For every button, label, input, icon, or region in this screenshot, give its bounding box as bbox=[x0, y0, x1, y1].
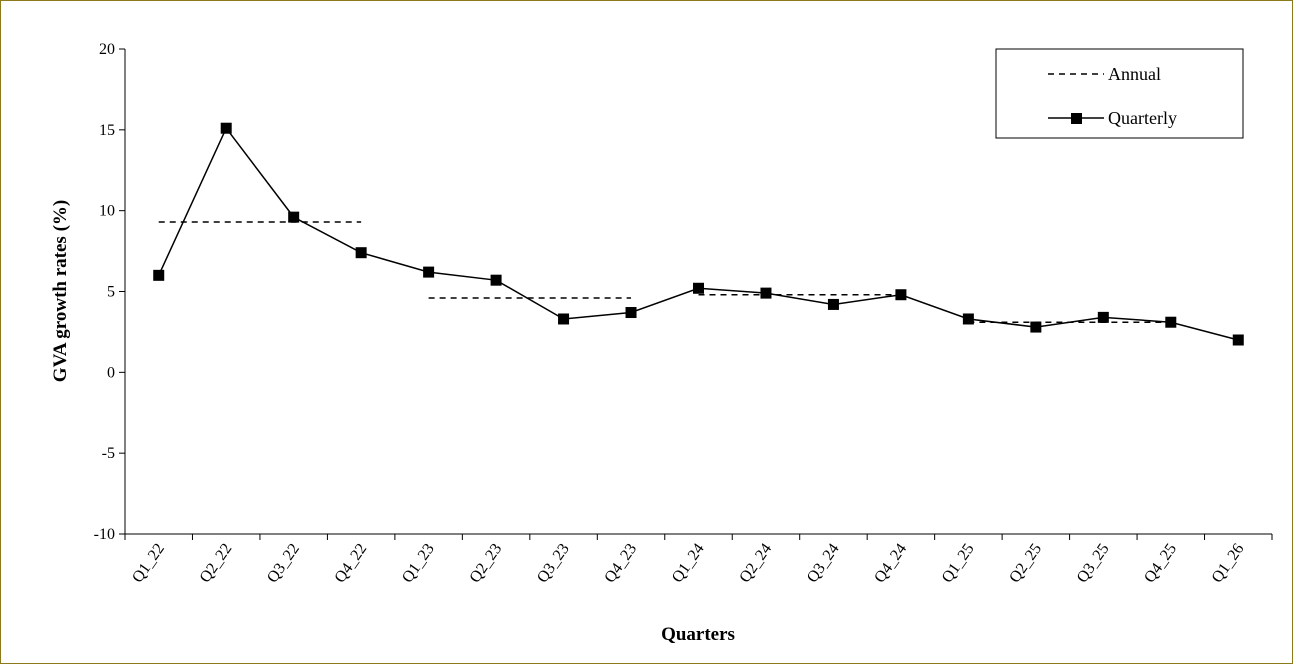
x-tick-label: Q1_24 bbox=[669, 541, 708, 586]
y-tick-label: -5 bbox=[102, 445, 115, 462]
quarterly-point bbox=[490, 274, 502, 286]
quarterly-point bbox=[355, 247, 367, 259]
annual-series bbox=[158, 221, 1171, 323]
y-tick-label: -10 bbox=[94, 526, 115, 543]
quarterly-point bbox=[895, 289, 907, 301]
legend-box bbox=[995, 48, 1244, 139]
y-tick-label: 10 bbox=[99, 203, 115, 220]
quarterly-point bbox=[625, 307, 637, 319]
x-tick-label: Q2_25 bbox=[1006, 541, 1045, 586]
quarterly-point bbox=[423, 266, 435, 278]
quarterly-point bbox=[153, 269, 165, 281]
x-tick-label: Q4_22 bbox=[332, 541, 371, 586]
quarterly-point bbox=[220, 122, 232, 134]
x-tick-label: Q2_23 bbox=[466, 541, 505, 586]
y-axis-title: GVA growth rates (%) bbox=[50, 200, 71, 382]
y-axis-ticks: -10 -5 0 5 10 15 20 bbox=[94, 41, 125, 543]
legend-annual-label: Annual bbox=[1108, 64, 1161, 84]
quarterly-point bbox=[962, 313, 974, 325]
x-tick-label: Q1_26 bbox=[1209, 541, 1248, 586]
x-tick-label: Q1_23 bbox=[399, 541, 438, 586]
legend: Annual Quarterly bbox=[995, 48, 1244, 139]
y-tick-label: 15 bbox=[99, 122, 115, 139]
quarterly-point bbox=[1165, 316, 1177, 328]
x-axis-ticks: Q1_22 Q2_22 Q3_22 Q4_22 Q1_23 Q2_23 Q3_23 Q4_23… bbox=[124, 534, 1273, 586]
legend-quarterly-marker bbox=[1071, 113, 1082, 124]
y-tick-label: 20 bbox=[99, 41, 115, 58]
x-tick-label: Q4_25 bbox=[1141, 541, 1180, 586]
y-tick-label: 5 bbox=[107, 284, 115, 301]
y-tick-label: 0 bbox=[107, 364, 115, 381]
quarterly-line bbox=[158, 126, 1239, 341]
x-tick-label: Q4_24 bbox=[871, 541, 910, 586]
quarterly-point bbox=[1232, 334, 1244, 346]
x-axis-title: Quarters bbox=[661, 624, 735, 645]
x-tick-label: Q1_22 bbox=[129, 541, 168, 586]
x-tick-label: Q3_25 bbox=[1074, 541, 1113, 586]
legend-quarterly-label: Quarterly bbox=[1108, 108, 1177, 128]
quarterly-point bbox=[827, 298, 839, 310]
quarterly-point bbox=[1030, 321, 1042, 333]
x-tick-label: Q3_24 bbox=[804, 541, 843, 586]
quarterly-point bbox=[558, 313, 570, 325]
x-tick-label: Q4_23 bbox=[601, 541, 640, 586]
x-tick-label: Q2_22 bbox=[197, 541, 236, 586]
quarterly-point bbox=[760, 287, 772, 299]
x-tick-label: Q2_24 bbox=[736, 541, 775, 586]
x-tick-label: Q1_25 bbox=[939, 541, 978, 586]
quarterly-point bbox=[1097, 311, 1109, 323]
quarterly-series bbox=[153, 122, 1244, 346]
x-tick-label: Q3_23 bbox=[534, 541, 573, 586]
x-tick-label: Q3_22 bbox=[264, 541, 303, 586]
quarterly-point bbox=[288, 211, 300, 223]
quarterly-point bbox=[693, 282, 704, 294]
